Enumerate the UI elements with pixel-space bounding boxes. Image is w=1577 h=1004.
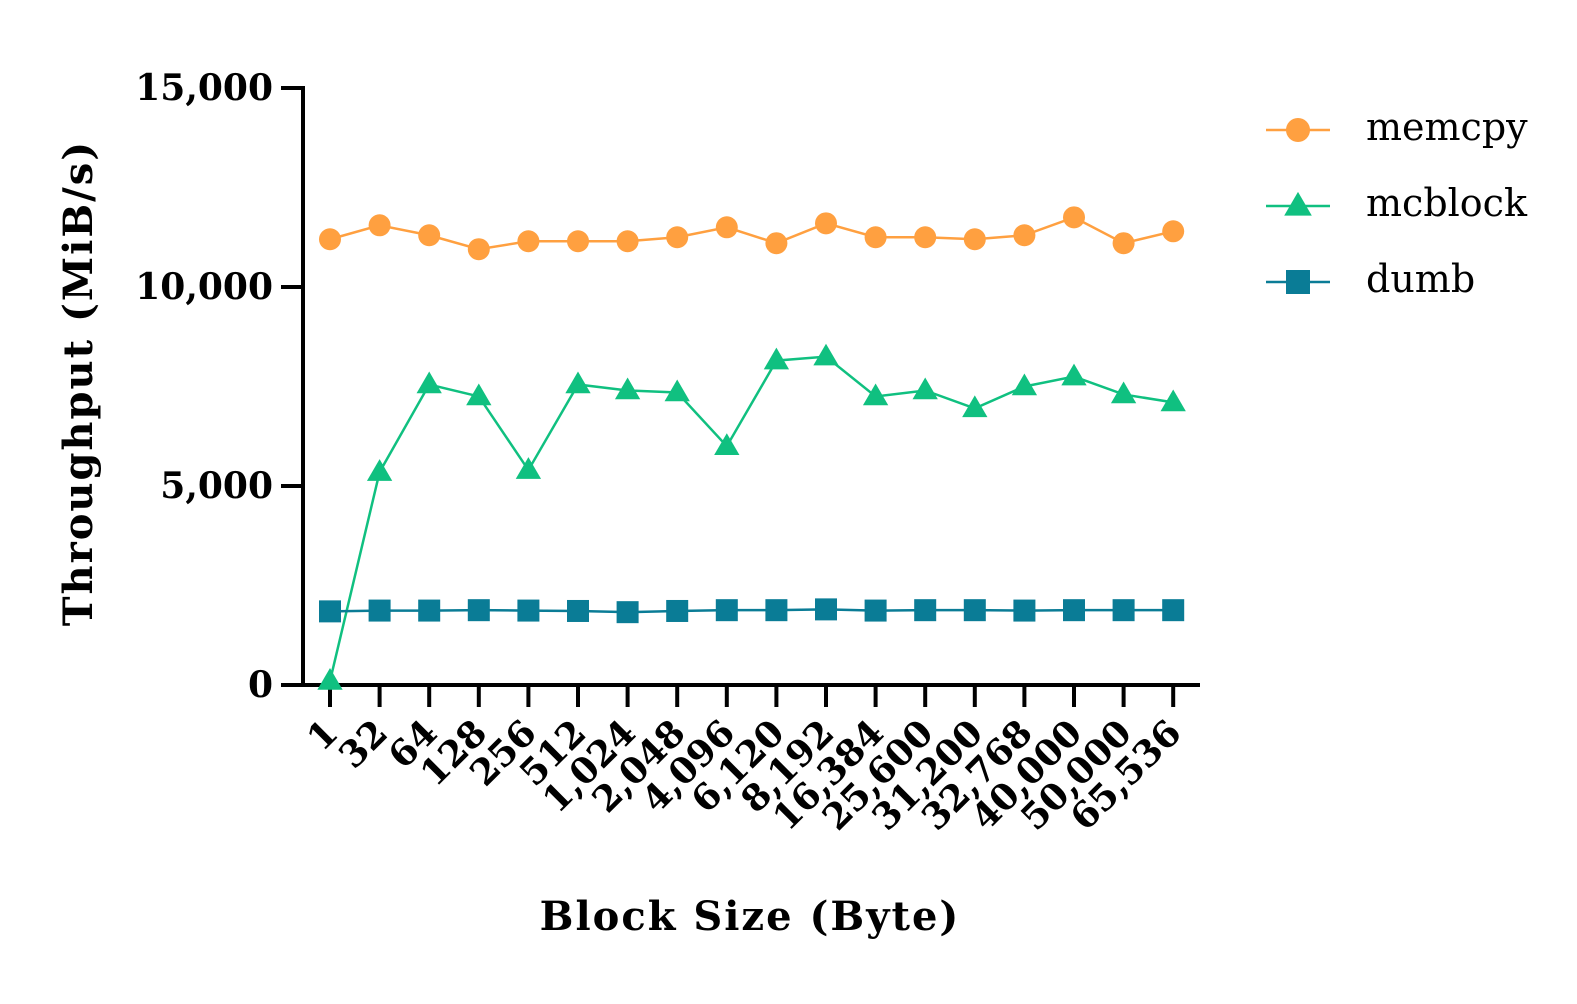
data-point-mcblock xyxy=(714,433,740,455)
data-point-memcpy xyxy=(864,226,887,249)
y-tick-label: 10,000 xyxy=(135,266,273,308)
data-point-memcpy xyxy=(914,226,937,249)
legend-label: dumb xyxy=(1366,257,1475,301)
series-memcpy xyxy=(319,206,1185,261)
series-line-mcblock xyxy=(328,355,1174,682)
data-point-dumb xyxy=(319,600,341,623)
data-point-mcblock xyxy=(664,379,690,402)
data-point-mcblock xyxy=(813,343,839,366)
x-axis-title: Block Size (Byte) xyxy=(540,893,961,940)
axes: 05,00010,00015,000132641282565121,0242,0… xyxy=(135,67,1200,839)
data-point-dumb xyxy=(517,599,540,622)
data-point-mcblock xyxy=(565,371,591,394)
data-point-memcpy xyxy=(1063,206,1085,229)
legend-item-dumb: dumb xyxy=(1266,257,1475,301)
data-point-memcpy xyxy=(765,232,788,255)
legend-marker xyxy=(1286,118,1310,142)
data-point-dumb xyxy=(815,598,837,621)
data-point-memcpy xyxy=(815,212,837,235)
data-point-dumb xyxy=(1013,599,1036,622)
data-point-memcpy xyxy=(963,228,986,251)
data-point-dumb xyxy=(864,599,887,622)
series-dumb xyxy=(319,598,1185,624)
data-point-mcblock xyxy=(962,395,988,418)
data-point-mcblock xyxy=(763,347,790,370)
data-point-mcblock xyxy=(1061,363,1087,386)
data-point-mcblock xyxy=(614,377,641,400)
data-point-dumb xyxy=(1162,599,1185,622)
data-point-mcblock xyxy=(515,457,542,479)
data-point-dumb xyxy=(914,599,937,622)
legend-item-memcpy: memcpy xyxy=(1266,105,1528,149)
legend-item-mcblock: mcblock xyxy=(1266,181,1528,225)
data-point-mcblock xyxy=(1011,373,1038,396)
data-point-mcblock xyxy=(862,383,889,406)
legend: memcpy mcblock dumb xyxy=(1266,105,1528,301)
data-point-dumb xyxy=(666,599,689,622)
data-point-dumb xyxy=(368,599,391,622)
data-point-memcpy xyxy=(467,238,490,261)
data-point-dumb xyxy=(715,599,738,622)
data-point-memcpy xyxy=(1162,220,1185,243)
data-point-memcpy xyxy=(1112,232,1135,255)
series-layer xyxy=(317,206,1186,690)
y-axis-title: Throughput (MiB/s) xyxy=(55,140,102,626)
data-point-memcpy xyxy=(715,216,738,239)
y-tick-label: 0 xyxy=(248,664,273,706)
series-mcblock xyxy=(317,343,1186,690)
data-point-mcblock xyxy=(912,377,938,400)
y-tick-label: 5,000 xyxy=(160,465,273,507)
data-point-mcblock xyxy=(317,668,343,690)
data-point-dumb xyxy=(1063,599,1085,622)
data-point-memcpy xyxy=(567,230,589,253)
legend-label: memcpy xyxy=(1366,105,1528,149)
data-point-memcpy xyxy=(666,226,689,249)
series-line-dumb xyxy=(329,608,1174,614)
legend-marker xyxy=(1284,191,1312,216)
data-point-mcblock xyxy=(1160,389,1186,412)
legend-label: mcblock xyxy=(1366,181,1528,225)
data-point-mcblock xyxy=(1110,381,1137,404)
data-point-mcblock xyxy=(366,459,393,481)
data-point-memcpy xyxy=(418,224,441,247)
data-point-memcpy xyxy=(616,230,639,253)
data-point-dumb xyxy=(418,599,441,622)
data-point-dumb xyxy=(963,599,986,622)
data-point-dumb xyxy=(1112,599,1135,622)
data-point-dumb xyxy=(467,599,490,622)
data-point-mcblock xyxy=(416,371,442,394)
data-point-memcpy xyxy=(1013,224,1036,247)
y-tick-label: 15,000 xyxy=(135,67,273,109)
data-point-dumb xyxy=(616,601,639,624)
data-point-dumb xyxy=(567,599,589,622)
data-point-memcpy xyxy=(517,230,540,253)
data-point-mcblock xyxy=(466,383,492,406)
legend-marker xyxy=(1286,270,1310,294)
data-point-memcpy xyxy=(368,214,391,237)
data-point-memcpy xyxy=(319,228,341,251)
series-line-memcpy xyxy=(329,215,1174,251)
data-point-dumb xyxy=(765,599,788,622)
